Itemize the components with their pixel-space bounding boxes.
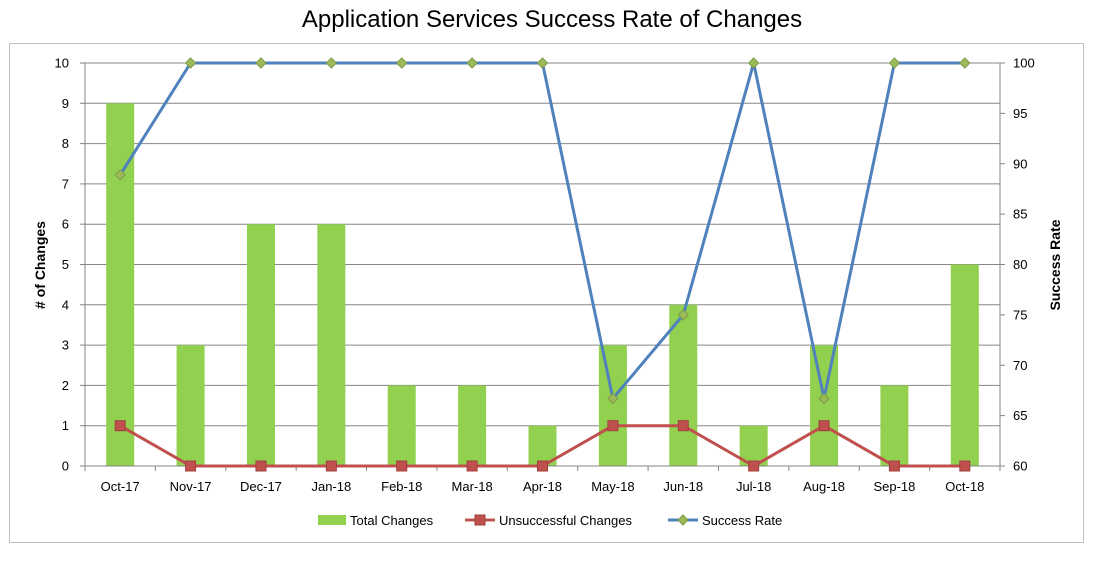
point-marker	[747, 57, 760, 69]
axes	[80, 62, 1005, 471]
x-tick-label: Oct-17	[101, 479, 140, 494]
y-tick-label: 6	[62, 217, 69, 232]
y2-tick-label: 90	[1013, 156, 1027, 171]
legend-label: Unsuccessful Changes	[499, 513, 632, 528]
y-tick-label: 8	[62, 136, 69, 151]
bar	[106, 103, 135, 467]
bar	[669, 304, 698, 466]
y2-tick-label: 65	[1013, 408, 1027, 423]
legend-label: Success Rate	[702, 513, 782, 528]
x-tick-label: Nov-17	[170, 479, 212, 494]
x-tick-label: Oct-18	[945, 479, 984, 494]
point-marker	[818, 420, 830, 432]
point-marker	[959, 57, 971, 69]
y2-tick-label: 100	[1013, 56, 1035, 71]
x-tick-label: Feb-18	[381, 479, 422, 494]
y-tick-label: 7	[62, 176, 69, 191]
point-marker	[537, 460, 548, 472]
bar	[387, 385, 416, 466]
legend-swatch-total-changes	[318, 515, 346, 525]
y2-tick-label: 85	[1013, 207, 1027, 222]
point-marker	[607, 392, 619, 405]
point-marker	[184, 57, 197, 69]
point-marker	[748, 460, 760, 472]
point-marker	[888, 460, 900, 472]
x-tick-label: Jun-18	[663, 479, 703, 494]
x-tick-label: Jan-18	[311, 479, 351, 494]
x-tick-label: Dec-17	[240, 479, 282, 494]
bar	[598, 345, 627, 466]
legend-marker	[677, 514, 689, 526]
bar	[176, 345, 205, 466]
point-marker	[466, 460, 478, 472]
bar-series-total-changes	[106, 103, 979, 467]
point-marker	[185, 460, 197, 472]
point-marker	[114, 420, 126, 432]
point-marker	[325, 460, 337, 472]
point-marker	[818, 392, 830, 405]
bar	[950, 264, 979, 466]
y2-axis-title: Success Rate	[1047, 219, 1063, 310]
series-line-2	[118, 61, 965, 400]
point-marker	[536, 57, 549, 69]
bar	[317, 224, 346, 466]
point-marker	[888, 57, 901, 69]
bar	[458, 385, 487, 466]
point-marker	[607, 420, 619, 432]
point-marker	[396, 460, 408, 472]
y-tick-label: 0	[62, 459, 69, 474]
legend: Total Changes Unsuccessful Changes Success…	[318, 513, 782, 528]
point-marker	[255, 460, 267, 472]
legend-marker	[474, 514, 486, 526]
y-tick-label: 2	[62, 378, 69, 393]
y-axis-title: # of Changes	[32, 221, 48, 309]
y-tick-label: 10	[55, 56, 69, 71]
point-marker	[677, 309, 689, 321]
point-marker	[466, 57, 478, 69]
line-series	[114, 57, 971, 472]
point-marker	[114, 169, 126, 181]
point-marker	[325, 57, 338, 69]
x-tick-label: May-18	[591, 479, 634, 494]
point-marker	[255, 57, 267, 69]
x-tick-label: Aug-18	[803, 479, 845, 494]
x-tick-label: Mar-18	[452, 479, 493, 494]
x-tick-label: Jul-18	[736, 479, 771, 494]
y2-tick-label: 70	[1013, 358, 1027, 373]
legend-label: Total Changes	[350, 513, 434, 528]
bar	[246, 224, 275, 466]
bar	[880, 385, 909, 466]
tick-labels: 0 1 2 3 4 5 6 7 8 9 10 60 65 70 75 80 85 90 95 100 Oct-17 Nov…	[32, 56, 1063, 495]
y-tick-label: 5	[62, 257, 69, 272]
chart-title: Application Services Success Rate of Cha…	[301, 6, 803, 33]
y-tick-label: 4	[62, 297, 69, 312]
point-marker	[959, 460, 971, 472]
point-marker	[396, 57, 408, 69]
y-tick-label: 1	[62, 418, 69, 433]
y2-tick-label: 95	[1013, 106, 1027, 121]
chart-frame	[9, 43, 1084, 543]
x-tick-label: Apr-18	[523, 479, 562, 494]
bar	[810, 345, 839, 466]
y2-tick-label: 75	[1013, 307, 1027, 322]
y-tick-label: 9	[62, 96, 69, 111]
y2-tick-label: 60	[1013, 459, 1027, 474]
point-marker	[677, 420, 689, 432]
gridlines	[85, 62, 1000, 427]
y2-tick-label: 80	[1013, 257, 1027, 272]
x-tick-label: Sep-18	[873, 479, 915, 494]
y-tick-label: 3	[62, 338, 69, 353]
